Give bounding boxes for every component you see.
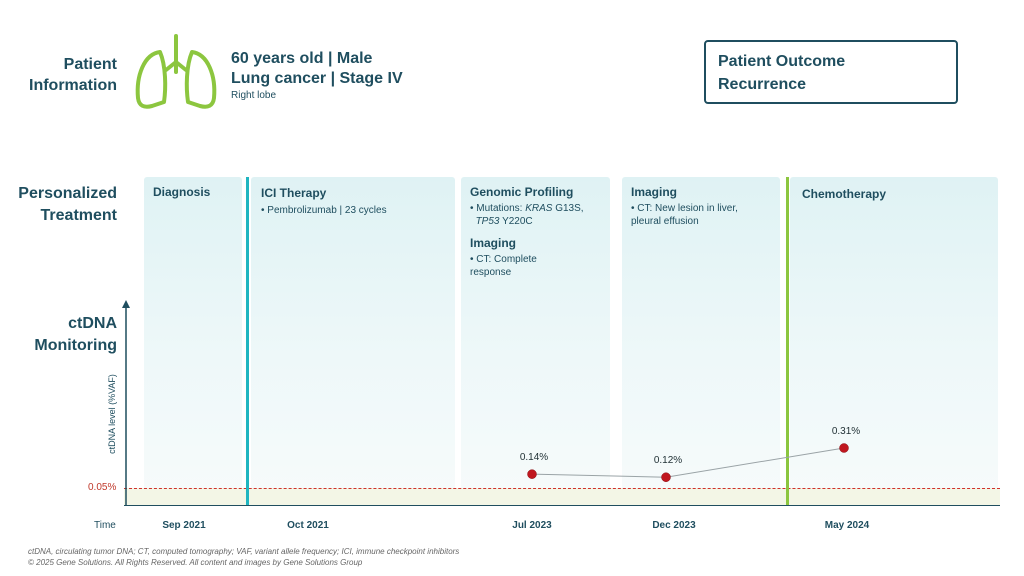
phase-diagnosis: Diagnosis xyxy=(144,177,242,505)
x-tick-label: Dec 2023 xyxy=(652,520,696,531)
y-axis-label: ctDNA level (%VAF) xyxy=(107,374,117,454)
threshold-line xyxy=(124,488,1000,489)
outcome-value: Recurrence xyxy=(718,76,807,93)
baseline-band xyxy=(124,488,1000,505)
ici-start-line xyxy=(246,177,249,505)
x-tick-label: May 2024 xyxy=(824,520,870,531)
patient-age-sex: 60 years old | Male xyxy=(231,50,373,67)
x-axis xyxy=(124,505,1000,506)
phase-bullet: • Pembrolizumab | 23 cycles xyxy=(261,205,387,216)
patient-info-label: Patient Information xyxy=(29,56,117,94)
patient-outcome-box: Patient Outcome Recurrence xyxy=(704,40,958,104)
treatment-row-label: Personalized Treatment xyxy=(18,185,117,224)
ctdna-row-label: ctDNA Monitoring xyxy=(34,315,117,354)
phase-title: Genomic Profiling xyxy=(470,185,574,199)
x-tick-label: Sep 2021 xyxy=(162,520,206,531)
phase-title: ICI Therapy xyxy=(261,186,327,200)
phase-bullet: • Mutations: KRAS G13S, TP53 Y220C xyxy=(470,203,584,227)
phase-genomic-profiling: Genomic Profiling • Mutations: KRAS G13S… xyxy=(461,177,610,505)
x-tick-label: Oct 2021 xyxy=(287,520,329,531)
y-axis-arrow-icon xyxy=(122,300,130,308)
lungs-icon xyxy=(135,34,217,109)
phase-imaging: Imaging • CT: New lesion in liver, pleur… xyxy=(622,177,780,505)
phase-title: Chemotherapy xyxy=(802,187,887,201)
patient-diagnosis: Lung cancer | Stage IV xyxy=(231,70,403,87)
x-tick-label: Jul 2023 xyxy=(512,520,552,531)
phase-title: Imaging xyxy=(470,236,517,250)
footnote-copyright: © 2025 Gene Solutions. All Rights Reserv… xyxy=(28,558,363,567)
phase-bullet: • CT: Complete response xyxy=(470,254,537,278)
patient-location: Right lobe xyxy=(231,90,277,101)
footnote-abbreviations: ctDNA, circulating tumor DNA; CT, comput… xyxy=(28,547,460,556)
threshold-label: 0.05% xyxy=(88,482,117,493)
outcome-title: Patient Outcome xyxy=(718,53,846,70)
phase-bullet: • CT: New lesion in liver, pleural effus… xyxy=(631,203,738,227)
phase-title: Imaging xyxy=(631,185,678,199)
phase-title: Diagnosis xyxy=(153,185,211,199)
footnote: ctDNA, circulating tumor DNA; CT, comput… xyxy=(28,546,459,568)
chemo-start-line xyxy=(786,177,789,505)
x-axis-label: Time xyxy=(94,520,116,531)
phase-ici-therapy: ICI Therapy • Pembrolizumab | 23 cycles xyxy=(251,177,455,505)
y-axis xyxy=(122,300,130,506)
phase-chemotherapy: Chemotherapy xyxy=(790,177,998,505)
